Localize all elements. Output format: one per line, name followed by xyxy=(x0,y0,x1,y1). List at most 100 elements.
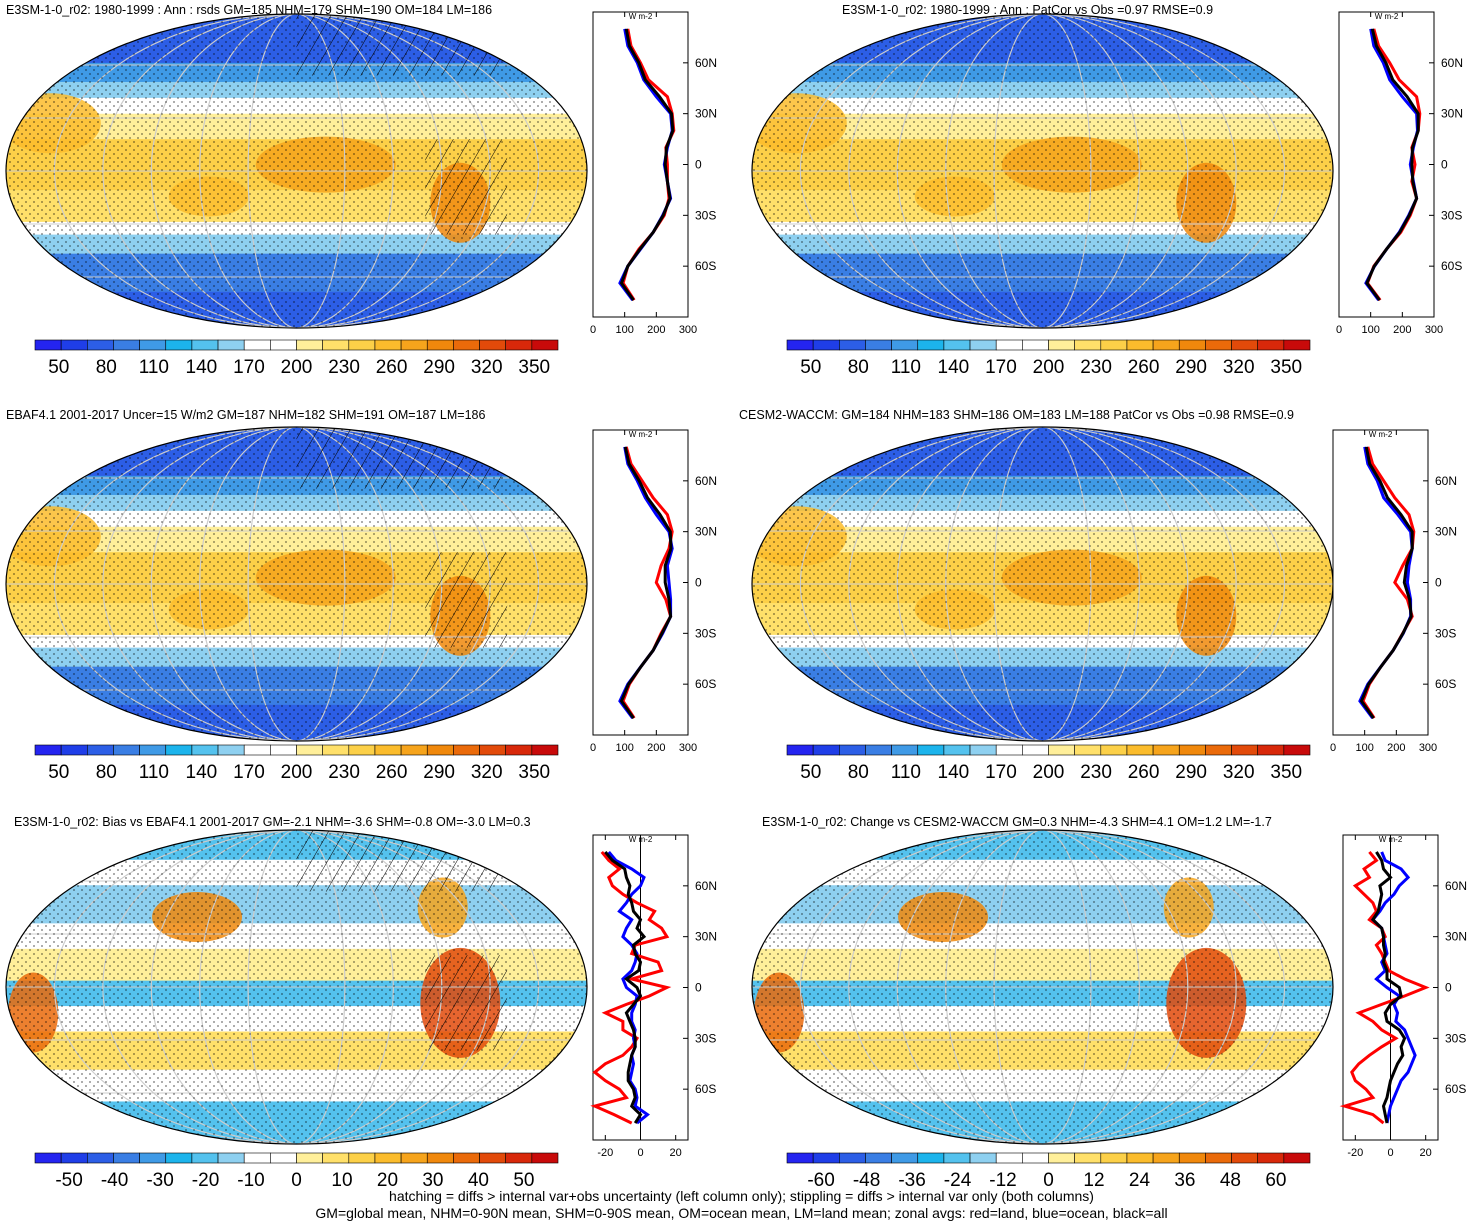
value-tick-label: -20 xyxy=(1347,1147,1363,1159)
lat-tick-label: 0 xyxy=(695,158,702,172)
panel-1: E3SM-1-0_r02: 1980-1999 : Ann : rsds GM=… xyxy=(0,0,720,400)
colorbar-tick-label: -12 xyxy=(989,1170,1016,1191)
colorbar-1: 50 80 110 140 170 200 230 260 290 320 350 xyxy=(34,339,559,378)
zonal-line-all xyxy=(604,850,647,1124)
lat-tick-label: 30N xyxy=(695,525,717,539)
lat-tick-label: 30S xyxy=(695,208,716,222)
lat-tick-label: 60N xyxy=(1435,474,1457,488)
value-tick-label: 0 xyxy=(590,742,596,754)
value-tick-label: 300 xyxy=(679,324,697,336)
value-tick-label: 200 xyxy=(1393,324,1411,336)
map-5 xyxy=(5,829,588,1145)
colorbar-tick-label: 40 xyxy=(468,1170,489,1191)
zonal-line-land xyxy=(1339,850,1430,1125)
unit-label: W m-2 xyxy=(1379,835,1403,844)
lat-tick-label: 0 xyxy=(1435,576,1442,590)
value-tick-label: 100 xyxy=(615,742,633,754)
zonal-plot-1: 60N 30N 0 30S 60S 0 100 200 300 W m-2 xyxy=(590,11,717,336)
colorbar-tick-label: 260 xyxy=(1128,762,1160,783)
value-tick-label: 0 xyxy=(1387,1147,1393,1159)
value-tick-label: 200 xyxy=(647,742,665,754)
colorbar-tick-label: 110 xyxy=(891,762,921,783)
zonal-plot-3: 60N 30N 0 30S 60S 0 100 200 300 W m-2 xyxy=(590,429,717,754)
lat-tick-label: 30S xyxy=(1435,626,1456,640)
zonal-line-all xyxy=(619,446,673,719)
lat-tick-label: 0 xyxy=(695,576,702,590)
map-1 xyxy=(5,13,588,329)
zonal-line-land xyxy=(590,850,672,1125)
value-tick-label: 0 xyxy=(637,1147,643,1159)
colorbar-tick-label: 50 xyxy=(513,1170,534,1191)
lat-tick-label: 30N xyxy=(695,930,717,944)
lat-tick-label: 60S xyxy=(1435,677,1456,691)
colorbar-tick-label: -30 xyxy=(146,1170,173,1191)
colorbar-tick-label: 50 xyxy=(48,357,69,378)
colorbar-tick-label: 50 xyxy=(48,762,69,783)
colorbar-tick-label: -40 xyxy=(101,1170,128,1191)
colorbar-tick-label: 140 xyxy=(938,357,970,378)
colorbar-tick-label: 30 xyxy=(422,1170,443,1191)
panel-2: E3SM-1-0_r02: 1980-1999 : Ann : PatCor v… xyxy=(745,0,1465,400)
map-3 xyxy=(5,426,588,742)
colorbar-tick-label: 50 xyxy=(800,357,821,378)
lat-tick-label: 60N xyxy=(1441,56,1463,70)
colorbar-tick-label: 140 xyxy=(186,762,218,783)
colorbar-tick-label: -36 xyxy=(898,1170,925,1191)
colorbar-tick-label: 290 xyxy=(423,762,455,783)
colorbar-tick-label: 350 xyxy=(1270,357,1302,378)
lat-tick-label: 60N xyxy=(1445,879,1467,893)
unit-label: W m-2 xyxy=(1375,12,1399,21)
colorbar-tick-label: 350 xyxy=(1270,762,1302,783)
colorbar-tick-label: 80 xyxy=(96,762,117,783)
lat-tick-label: 60S xyxy=(695,1082,716,1096)
panel-title: E3SM-1-0_r02: Change vs CESM2-WACCM GM=0… xyxy=(762,815,1272,829)
value-tick-label: 20 xyxy=(1420,1147,1432,1159)
colorbar-tick-label: 80 xyxy=(848,762,869,783)
colorbar-tick-label: -20 xyxy=(192,1170,219,1191)
colorbar-tick-label: -24 xyxy=(944,1170,972,1191)
map-4 xyxy=(751,426,1334,742)
panel-6: E3SM-1-0_r02: Change vs CESM2-WACCM GM=0… xyxy=(745,812,1465,1212)
colorbar-tick-label: 140 xyxy=(186,357,218,378)
lat-tick-label: 30S xyxy=(695,626,716,640)
colorbar-tick-label: 200 xyxy=(281,357,313,378)
colorbar-tick-label: 230 xyxy=(1080,762,1112,783)
map-6 xyxy=(751,829,1334,1145)
lat-tick-label: 0 xyxy=(695,981,702,995)
panel-title: EBAF4.1 2001-2017 Uncer=15 W/m2 GM=187 N… xyxy=(6,408,486,422)
colorbar-tick-label: -50 xyxy=(55,1170,82,1191)
colorbar-tick-label: 230 xyxy=(328,357,360,378)
value-tick-label: 100 xyxy=(1355,742,1373,754)
lat-tick-label: 60S xyxy=(695,259,716,273)
unit-label: W m-2 xyxy=(1369,430,1393,439)
lat-tick-label: 30S xyxy=(1445,1031,1466,1045)
colorbar-tick-label: 320 xyxy=(1223,357,1255,378)
lat-tick-label: 60S xyxy=(1445,1082,1466,1096)
lat-tick-label: 60N xyxy=(695,56,717,70)
colorbar-tick-label: 24 xyxy=(1129,1170,1151,1191)
value-tick-label: 20 xyxy=(670,1147,682,1159)
colorbar-tick-label: 290 xyxy=(423,357,455,378)
value-tick-label: 0 xyxy=(1330,742,1336,754)
colorbar-tick-label: -10 xyxy=(237,1170,264,1191)
colorbar-tick-label: 140 xyxy=(938,762,970,783)
colorbar-tick-label: 260 xyxy=(376,762,408,783)
panel-3: EBAF4.1 2001-2017 Uncer=15 W/m2 GM=187 N… xyxy=(0,405,720,805)
value-tick-label: 300 xyxy=(1425,324,1443,336)
lat-tick-label: 60S xyxy=(1441,259,1462,273)
colorbar-tick-label: 0 xyxy=(1043,1170,1054,1191)
colorbar-tick-label: 10 xyxy=(331,1170,352,1191)
colorbar-tick-label: 36 xyxy=(1174,1170,1195,1191)
colorbar-tick-label: 320 xyxy=(471,762,503,783)
value-tick-label: -20 xyxy=(597,1147,613,1159)
colorbar-tick-label: 110 xyxy=(139,357,169,378)
colorbar-tick-label: 290 xyxy=(1175,357,1207,378)
zonal-line-ocean xyxy=(1370,851,1417,1124)
lat-tick-label: 30N xyxy=(1435,525,1457,539)
value-tick-label: 0 xyxy=(590,324,596,336)
lat-tick-label: 0 xyxy=(1445,981,1452,995)
panel-title: CESM2-WACCM: GM=184 NHM=183 SHM=186 OM=1… xyxy=(739,408,1294,422)
map-2 xyxy=(751,13,1334,329)
colorbar-tick-label: 260 xyxy=(1128,357,1160,378)
